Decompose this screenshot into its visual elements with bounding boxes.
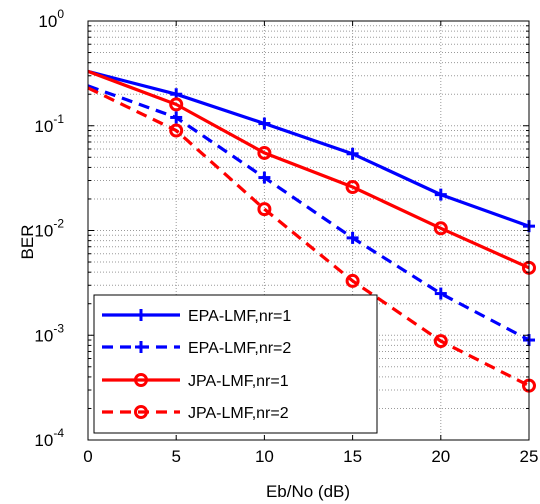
data-point — [170, 111, 183, 124]
legend-marker — [134, 373, 148, 387]
x-tick-label: 20 — [431, 447, 450, 466]
data-point — [257, 145, 272, 160]
legend-marker — [134, 405, 148, 419]
series-layer — [87, 69, 536, 393]
y-axis-label: BER — [18, 225, 37, 260]
x-axis-label: Eb/No (dB) — [266, 482, 350, 501]
legend: EPA-LMF,nr=1 EPA-LMF,nr=2 JPA-LMF,nr=1 JPA-… — [93, 294, 378, 434]
legend-label: EPA-LMF,nr=2 — [188, 340, 291, 357]
legend-label: JPA-LMF,nr=2 — [188, 405, 289, 422]
data-point — [257, 202, 272, 217]
series-line — [87, 69, 530, 228]
data-point — [169, 123, 184, 138]
data-point — [433, 334, 448, 349]
data-point — [345, 273, 360, 288]
series-line — [87, 84, 530, 342]
y-tick-label: 10-2 — [34, 217, 64, 241]
data-point — [434, 188, 447, 201]
legend-entry-3: JPA-LMF,nr=1 — [102, 373, 289, 390]
legend-marker — [135, 309, 147, 321]
y-tick-label: 10-1 — [34, 112, 64, 136]
x-tick-label: 15 — [343, 447, 362, 466]
legend-label: JPA-LMF,nr=1 — [188, 373, 289, 390]
data-point — [258, 171, 271, 184]
data-point — [433, 221, 448, 236]
legend-entry-1: EPA-LMF,nr=1 — [102, 308, 291, 325]
y-tick-label: 100 — [38, 7, 64, 31]
data-point — [258, 117, 271, 130]
ticks: 0 5 10 15 20 25 100 10-1 10-2 10-3 10-4 — [34, 7, 538, 466]
data-point — [434, 287, 447, 300]
series-line — [87, 69, 530, 270]
y-tick-label: 10-4 — [34, 426, 64, 450]
series-line — [87, 86, 530, 388]
x-tick-label: 5 — [171, 447, 180, 466]
legend-label: EPA-LMF,nr=1 — [188, 308, 291, 325]
data-point — [346, 147, 359, 160]
data-point — [169, 97, 184, 112]
x-tick-label: 10 — [255, 447, 274, 466]
x-tick-label: 25 — [520, 447, 539, 466]
data-point — [346, 231, 359, 244]
legend-marker — [135, 341, 147, 353]
legend-entry-4: JPA-LMF,nr=2 — [102, 405, 289, 422]
legend-entry-2: EPA-LMF,nr=2 — [102, 340, 291, 357]
x-tick-label: 0 — [83, 447, 92, 466]
y-tick-label: 10-3 — [34, 321, 64, 345]
data-point — [345, 180, 360, 195]
